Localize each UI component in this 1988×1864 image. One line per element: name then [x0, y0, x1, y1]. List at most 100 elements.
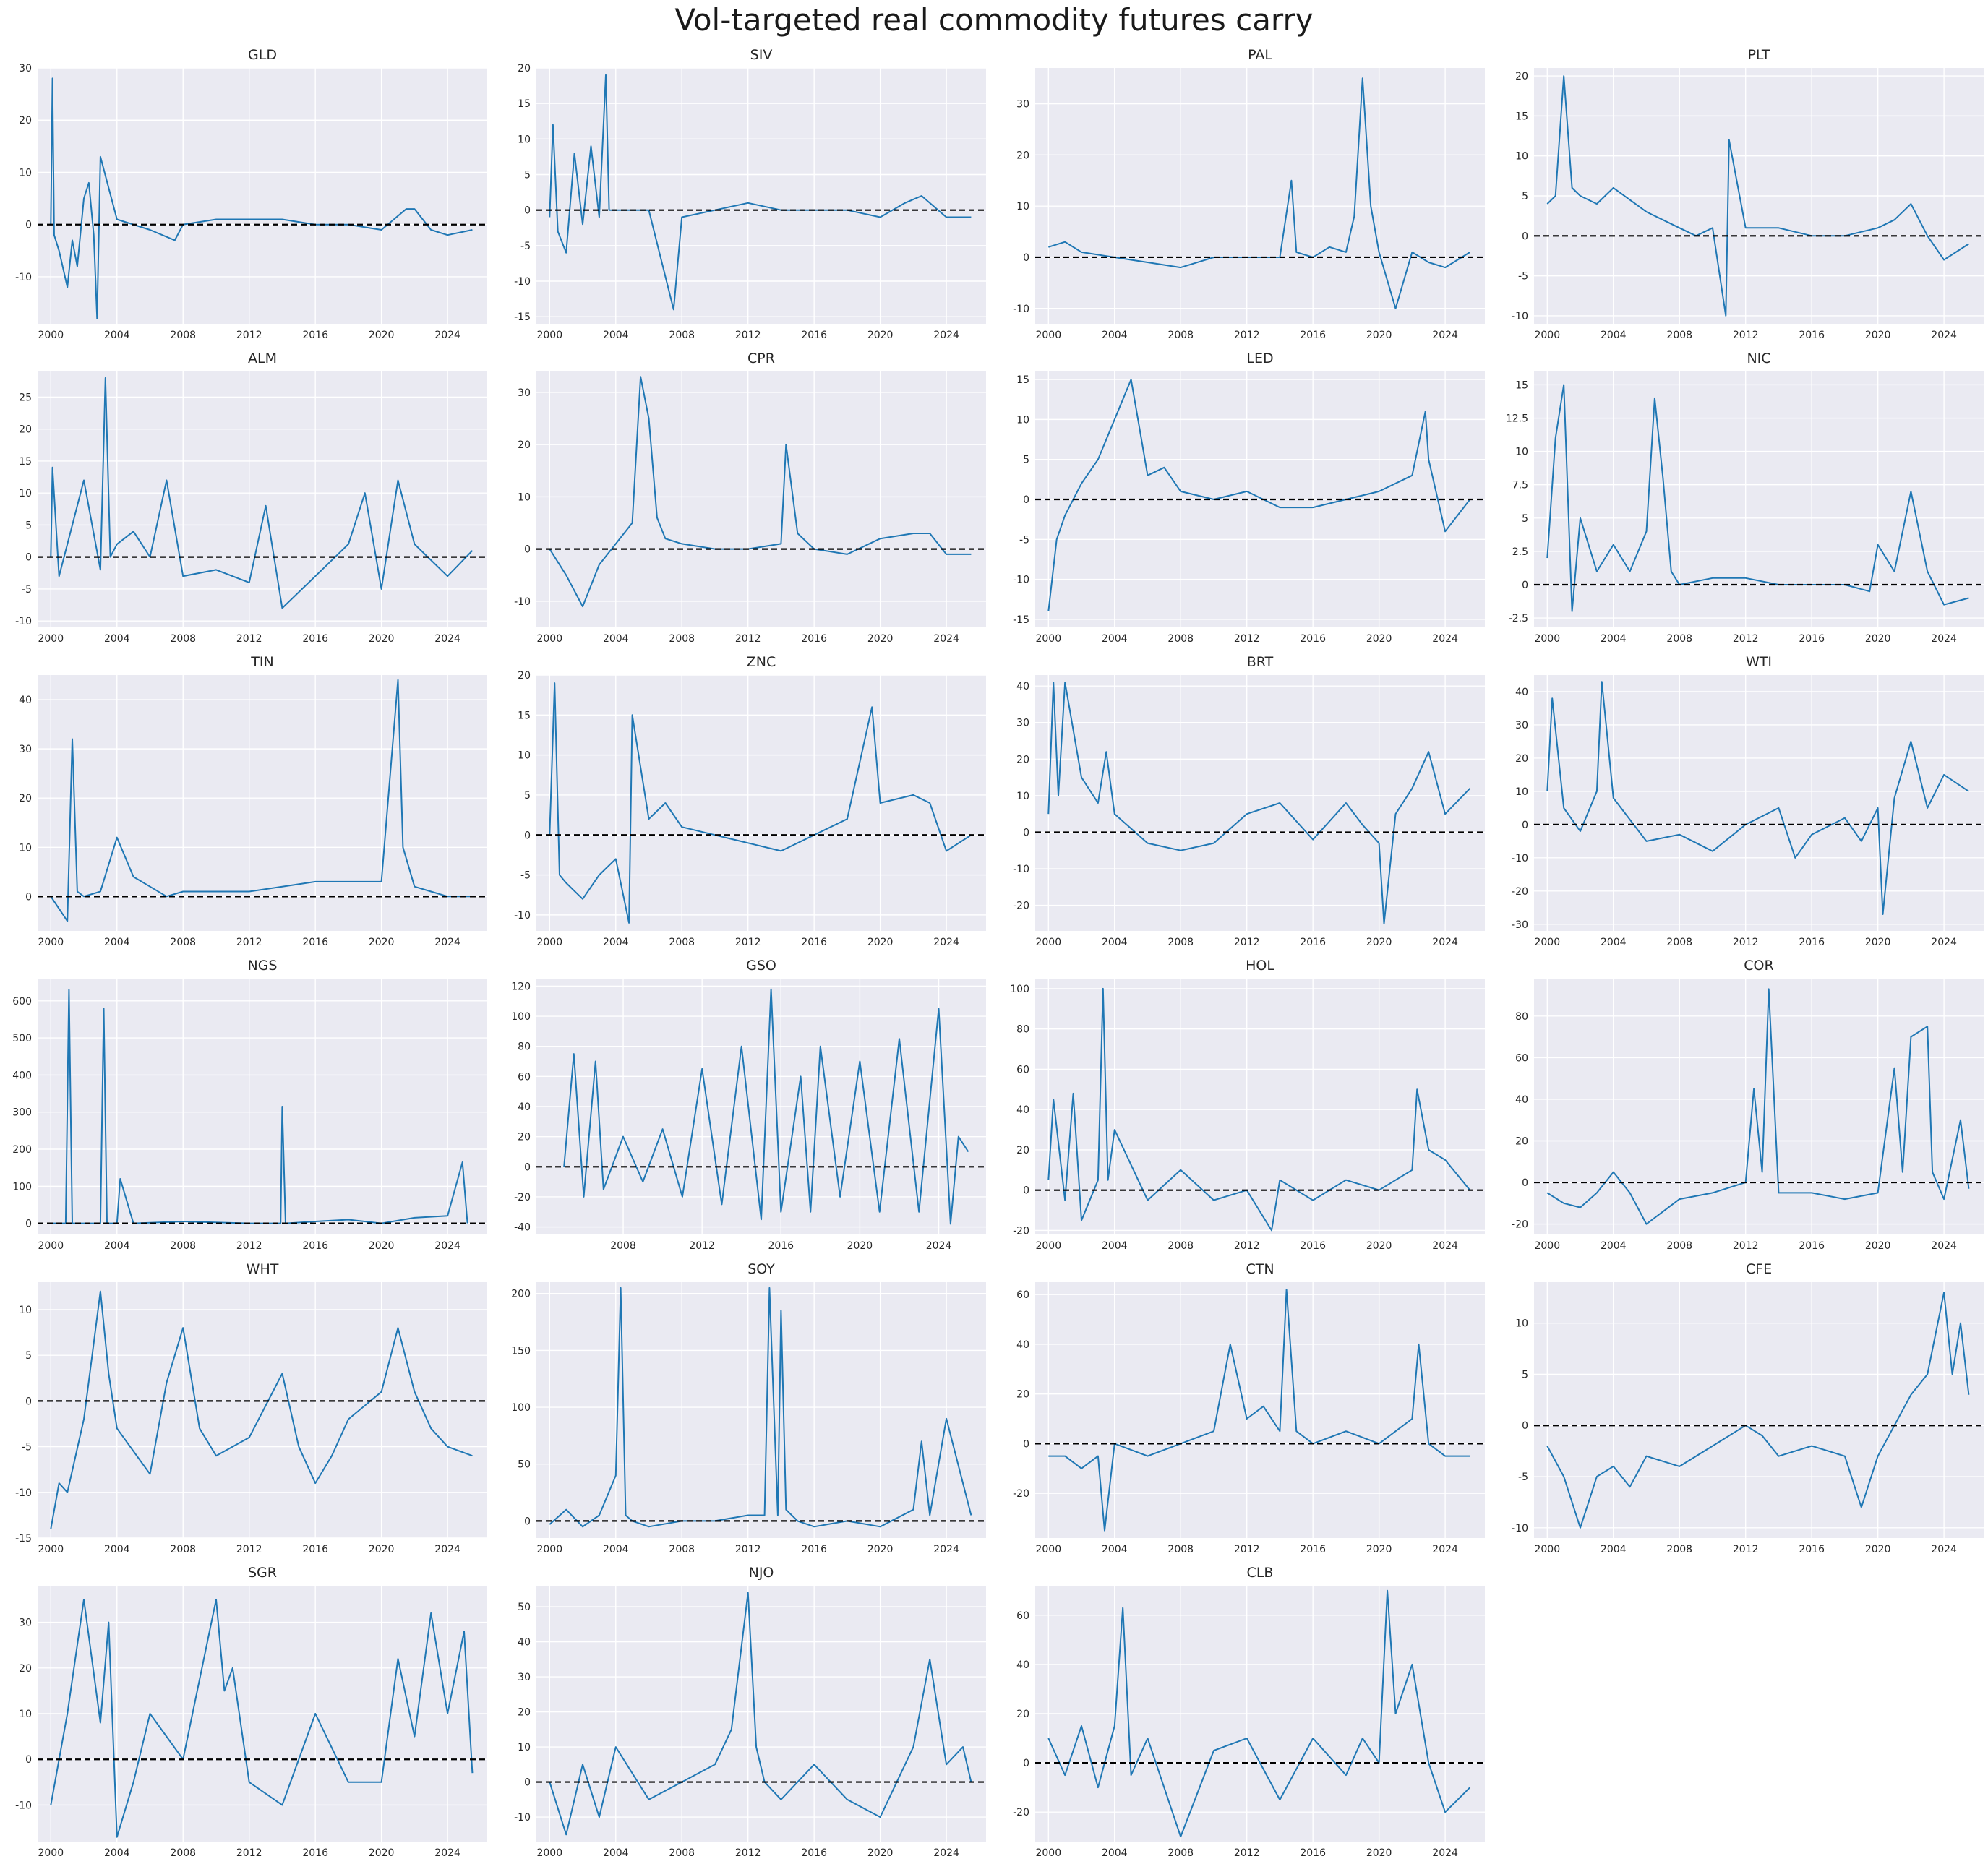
subplot-svg: PLT -10 -5 0 5 10 15 20 2000 2004 2008 2012 2016 2020… [1512, 47, 1984, 341]
y-tick-label: 150 [511, 1345, 531, 1357]
y-tick-label: 0 [524, 1777, 531, 1789]
x-tick-label: 2000 [536, 937, 562, 948]
y-tick-label: 50 [518, 1459, 531, 1471]
subplot-title: COR [1744, 958, 1773, 974]
y-tick-label: -40 [514, 1222, 531, 1234]
x-tick-label: 2012 [1234, 1544, 1260, 1555]
x-tick-label: 2024 [933, 330, 959, 341]
x-tick-label: 2000 [1534, 937, 1560, 948]
y-tick-label: 20 [518, 439, 531, 451]
subplot-title: NIC [1747, 351, 1770, 366]
x-tick-label: 2016 [302, 633, 328, 645]
y-tick-label: 40 [1016, 681, 1029, 692]
x-tick-label: 2008 [170, 1544, 196, 1555]
x-tick-label: 2016 [1300, 1847, 1326, 1859]
subplot-svg: CFE -10 -5 0 5 10 2000 2004 2008 2012 2016 2020 2024 [1512, 1261, 1984, 1555]
subplot-svg: CTN -20 0 20 40 60 2000 2004 2008 2012 2016 2020 202… [1013, 1261, 1485, 1555]
x-tick-label: 2000 [1035, 330, 1061, 341]
x-tick-label: 2020 [1366, 1240, 1392, 1252]
subplot-title: ALM [248, 351, 277, 366]
x-tick-label: 2012 [236, 1240, 262, 1252]
x-tick-label: 2004 [104, 1847, 130, 1859]
x-tick-label: 2012 [735, 633, 761, 645]
y-tick-label: 15 [19, 456, 32, 468]
subplot-cfe: CFE -10 -5 0 5 10 2000 2004 2008 2012 2016 2020 2024 [1496, 1258, 1988, 1556]
y-tick-label: 30 [1515, 720, 1528, 731]
x-tick-label: 2024 [1432, 330, 1458, 341]
x-tick-label: 2012 [236, 330, 262, 341]
y-tick-label: 5 [25, 520, 32, 531]
y-tick-label: 10 [19, 842, 32, 854]
y-tick-label: 0 [25, 891, 32, 903]
subplot-svg: NGS 0 100 200 300 400 500 600 2000 2004 2008 2012 20… [12, 958, 487, 1252]
x-tick-label: 2012 [1234, 937, 1260, 948]
y-tick-label: 5 [524, 170, 531, 181]
x-tick-label: 2024 [933, 633, 959, 645]
subplot-title: HOL [1246, 958, 1274, 974]
x-tick-label: 2016 [1799, 937, 1825, 948]
y-tick-label: 10 [1016, 201, 1029, 212]
x-tick-label: 2004 [1601, 330, 1627, 341]
y-tick-label: -10 [1013, 304, 1029, 315]
x-tick-label: 2024 [434, 1847, 460, 1859]
subplot-title: CLB [1247, 1565, 1274, 1581]
x-tick-label: 2012 [689, 1240, 715, 1252]
y-tick-label: -10 [514, 1812, 531, 1824]
carry-series-line [549, 1287, 972, 1528]
x-tick-label: 2020 [1865, 937, 1891, 948]
subplot-siv: SIV -15 -10 -5 0 5 10 15 20 2000 2004 2008 2012 2016 2… [499, 43, 1005, 342]
y-tick-label: 20 [1016, 150, 1029, 161]
subplot-gld: GLD -10 0 10 20 30 2000 2004 2008 2012 2016 2020 202… [0, 43, 506, 342]
x-tick-label: 2024 [1931, 937, 1957, 948]
y-tick-label: 20 [1016, 1145, 1029, 1156]
x-tick-label: 2020 [1865, 330, 1891, 341]
subplot-svg: NJO -10 0 10 20 30 40 50 2000 2004 2008 2012 2016 202… [514, 1565, 986, 1859]
x-tick-label: 2004 [1102, 633, 1128, 645]
plot-area [536, 675, 986, 931]
plot-area [38, 979, 487, 1234]
y-tick-label: 2.5 [1512, 546, 1528, 558]
subplot-svg: SIV -15 -10 -5 0 5 10 15 20 2000 2004 2008 2012 2016 2… [514, 47, 986, 341]
subplot-title: SIV [750, 47, 773, 63]
subplot-svg: COR -20 0 20 40 60 80 2000 2004 2008 2012 2016 2020 2… [1512, 958, 1984, 1252]
x-tick-label: 2024 [1432, 633, 1458, 645]
x-tick-label: 2020 [1865, 633, 1891, 645]
x-tick-label: 2020 [867, 330, 894, 341]
x-tick-label: 2004 [104, 633, 130, 645]
y-tick-label: 30 [518, 387, 531, 399]
y-tick-label: 30 [1016, 99, 1029, 111]
x-tick-label: 2004 [1102, 1847, 1128, 1859]
carry-series-line [549, 1592, 972, 1836]
subplot-cor: COR -20 0 20 40 60 80 2000 2004 2008 2012 2016 2020 2… [1496, 954, 1988, 1253]
x-tick-label: 2016 [801, 937, 827, 948]
x-tick-label: 2020 [369, 633, 395, 645]
y-tick-label: 60 [1016, 1064, 1029, 1075]
y-tick-label: 20 [19, 115, 32, 126]
x-tick-label: 2016 [768, 1240, 794, 1252]
subplot-svg: BRT -20 -10 0 10 20 30 40 2000 2004 2008 2012 2016 20… [1013, 654, 1485, 948]
carry-series-line [50, 377, 474, 609]
y-tick-label: -5 [1019, 534, 1029, 546]
x-tick-label: 2020 [867, 937, 894, 948]
y-tick-label: 0 [25, 1396, 32, 1407]
subplot-svg: CPR -10 0 10 20 30 2000 2004 2008 2012 2016 2020 202… [514, 351, 986, 645]
carry-series-line [50, 1290, 473, 1529]
x-tick-label: 2004 [603, 937, 629, 948]
y-tick-label: -20 [1013, 901, 1029, 912]
x-tick-label: 2008 [170, 1240, 196, 1252]
x-tick-label: 2000 [536, 330, 562, 341]
y-tick-label: 0 [25, 552, 32, 564]
subplot-znc: ZNC -10 -5 0 5 10 15 20 2000 2004 2008 2012 2016 2020… [499, 650, 1005, 949]
x-tick-label: 2004 [104, 937, 130, 948]
y-tick-label: 60 [1016, 1610, 1029, 1622]
x-tick-label: 2012 [735, 330, 761, 341]
y-tick-label: -2.5 [1509, 613, 1528, 624]
y-tick-label: 20 [1515, 71, 1528, 82]
x-tick-label: 2016 [801, 1544, 827, 1555]
y-tick-label: 0 [1522, 820, 1528, 831]
y-tick-label: 0 [524, 1516, 531, 1527]
plot-area [38, 371, 487, 627]
plot-area [1035, 68, 1485, 324]
subplot-svg: WTI -30 -20 -10 0 10 20 30 40 2000 2004 2008 2012 201… [1512, 654, 1984, 948]
y-tick-label: 10 [1515, 786, 1528, 798]
